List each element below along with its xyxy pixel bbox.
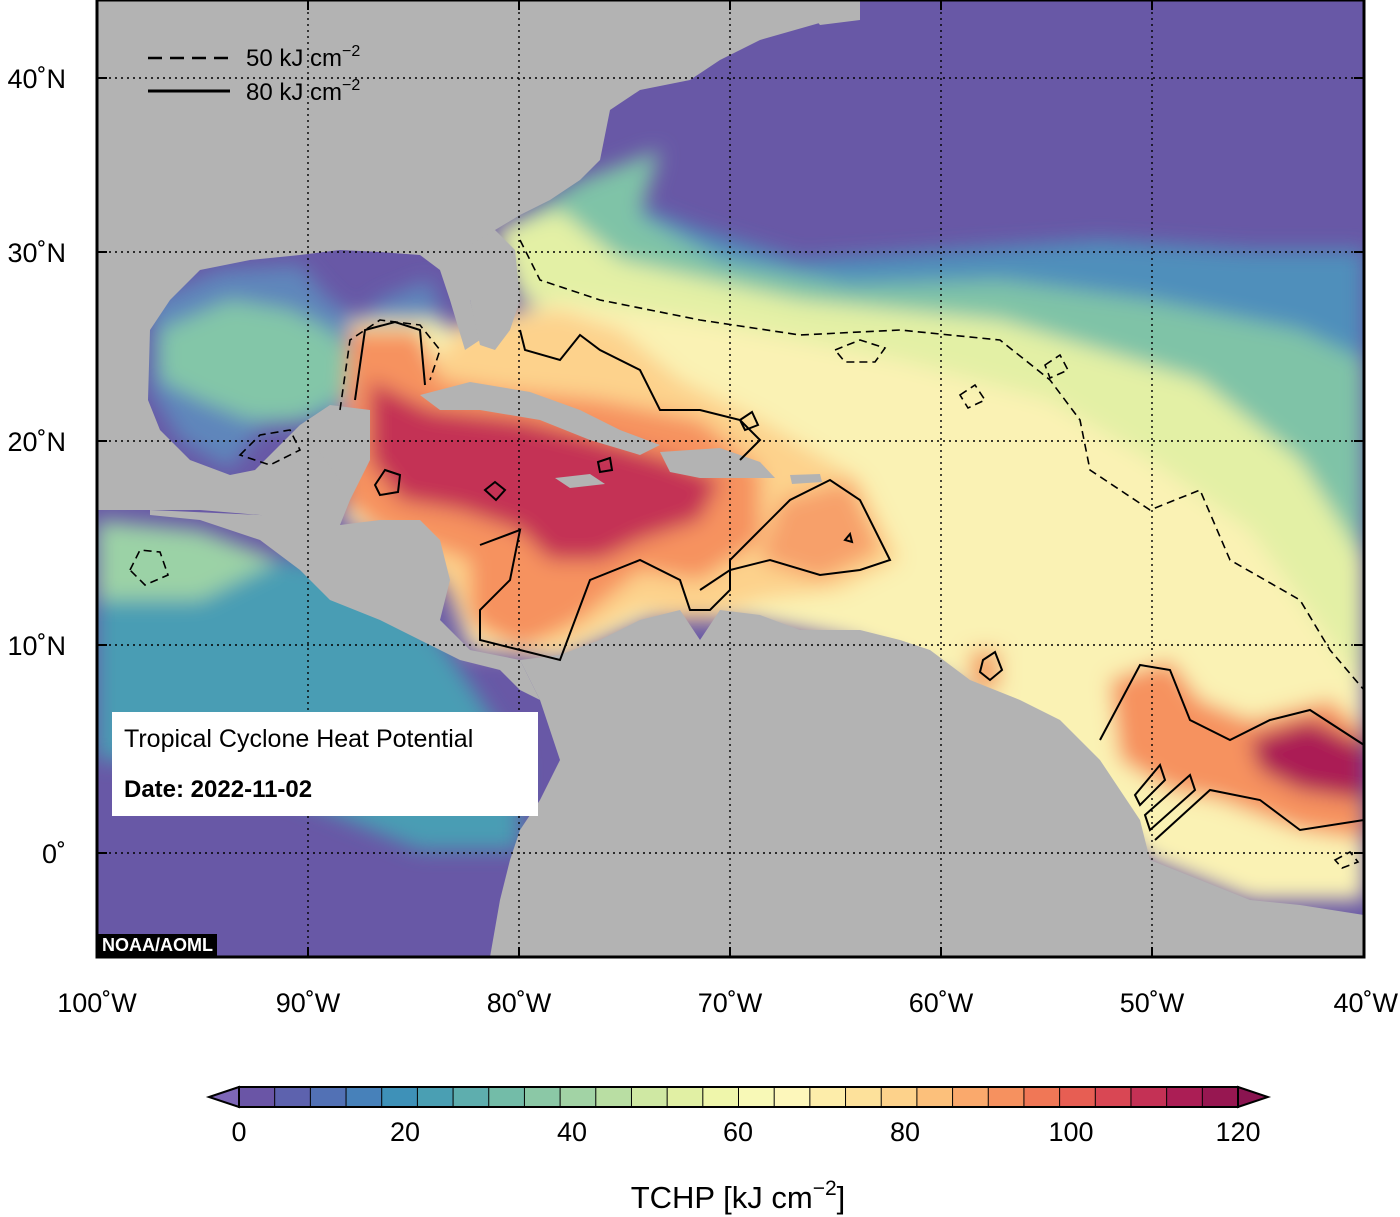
colorbar-segment (488, 1087, 525, 1107)
lat-tick-label: 20˚N (7, 427, 66, 457)
tick-marks (97, 0, 1364, 957)
lat-tick-label: 10˚N (7, 631, 66, 661)
lat-tick-labels: 40˚N 30˚N 20˚N 10˚N 0˚ (7, 64, 66, 869)
lat-tick-label: 40˚N (7, 64, 66, 94)
colorbar-segment (1095, 1087, 1132, 1107)
map-info-box: Tropical Cyclone Heat Potential Date: 20… (112, 712, 538, 816)
colorbar-tick-label: 120 (1215, 1117, 1260, 1147)
contour-80 (354, 320, 1364, 841)
colorbar-segment (738, 1087, 775, 1107)
colorbar-segment (381, 1087, 418, 1107)
lon-tick-labels: 100˚W 90˚W 80˚W 70˚W 60˚W 50˚W 40˚W (57, 988, 1398, 1018)
graticule (97, 0, 1364, 957)
lat-tick-label: 0˚ (42, 839, 66, 869)
colorbar-tick-label: 100 (1048, 1117, 1093, 1147)
lon-tick-label: 50˚W (1120, 988, 1185, 1018)
colorbar-segment (809, 1087, 847, 1107)
lon-tick-label: 100˚W (57, 988, 137, 1018)
colorbar-segment (524, 1087, 561, 1107)
colorbar-segment (631, 1087, 668, 1107)
colorbar-segment (239, 1087, 276, 1107)
colorbar-segment (1059, 1087, 1096, 1107)
lon-tick-label: 80˚W (487, 988, 552, 1018)
colorbar-segment (1166, 1087, 1203, 1107)
land-masses (97, 0, 1364, 957)
colorbar-segment (1023, 1087, 1061, 1107)
colorbar-segment (453, 1087, 490, 1107)
colorbar-segment (845, 1087, 882, 1107)
map-date: Date: 2022-11-02 (124, 776, 313, 803)
lon-tick-label: 70˚W (698, 988, 763, 1018)
colorbar-segment (417, 1087, 454, 1107)
colorbar-segment (952, 1087, 989, 1107)
colorbar-tick-label: 60 (723, 1117, 753, 1147)
credit-badge: NOAA/AOML (98, 934, 217, 956)
lon-tick-label: 40˚W (1333, 988, 1398, 1018)
legend-50-label: 50 kJ cm−2 (246, 43, 360, 72)
colorbar (205, 1085, 1272, 1109)
colorbar-segment (595, 1087, 632, 1107)
colorbar-segment (702, 1087, 739, 1107)
colorbar-tick-labels: 0 20 40 60 80 100 120 (231, 1117, 1260, 1147)
colorbar-segment (916, 1087, 954, 1107)
colorbar-segment (881, 1087, 918, 1107)
colorbar-segment (774, 1087, 811, 1107)
lon-tick-label: 90˚W (276, 988, 341, 1018)
colorbar-tick-label: 80 (890, 1117, 920, 1147)
colorbar-segment (560, 1087, 597, 1107)
lat-tick-label: 30˚N (7, 238, 66, 268)
colorbar-segment (667, 1087, 704, 1107)
colorbar-over-arrow (1237, 1085, 1272, 1109)
map-plot-area: 50 kJ cm−2 80 kJ cm−2 (97, 0, 1364, 957)
colorbar-segment (274, 1087, 311, 1107)
colorbar-tick-label: 20 (390, 1117, 420, 1147)
contour-50 (129, 239, 1364, 869)
colorbar-segment (310, 1087, 347, 1107)
contour-legend: 50 kJ cm−2 80 kJ cm−2 (148, 43, 360, 106)
colorbar-segment (988, 1087, 1025, 1107)
colorbar-tick-label: 0 (231, 1117, 246, 1147)
colorbar-under-arrow (205, 1085, 240, 1109)
legend-80-label: 80 kJ cm−2 (246, 77, 360, 106)
colorbar-segment (1130, 1087, 1168, 1107)
map-title: Tropical Cyclone Heat Potential (124, 725, 474, 753)
colorbar-segment (346, 1087, 383, 1107)
colorbar-tick-label: 40 (557, 1117, 587, 1147)
colorbar-segment (1202, 1087, 1239, 1107)
colorbar-title: TCHP [kJ cm−2] (631, 1177, 846, 1215)
lon-tick-label: 60˚W (909, 988, 974, 1018)
